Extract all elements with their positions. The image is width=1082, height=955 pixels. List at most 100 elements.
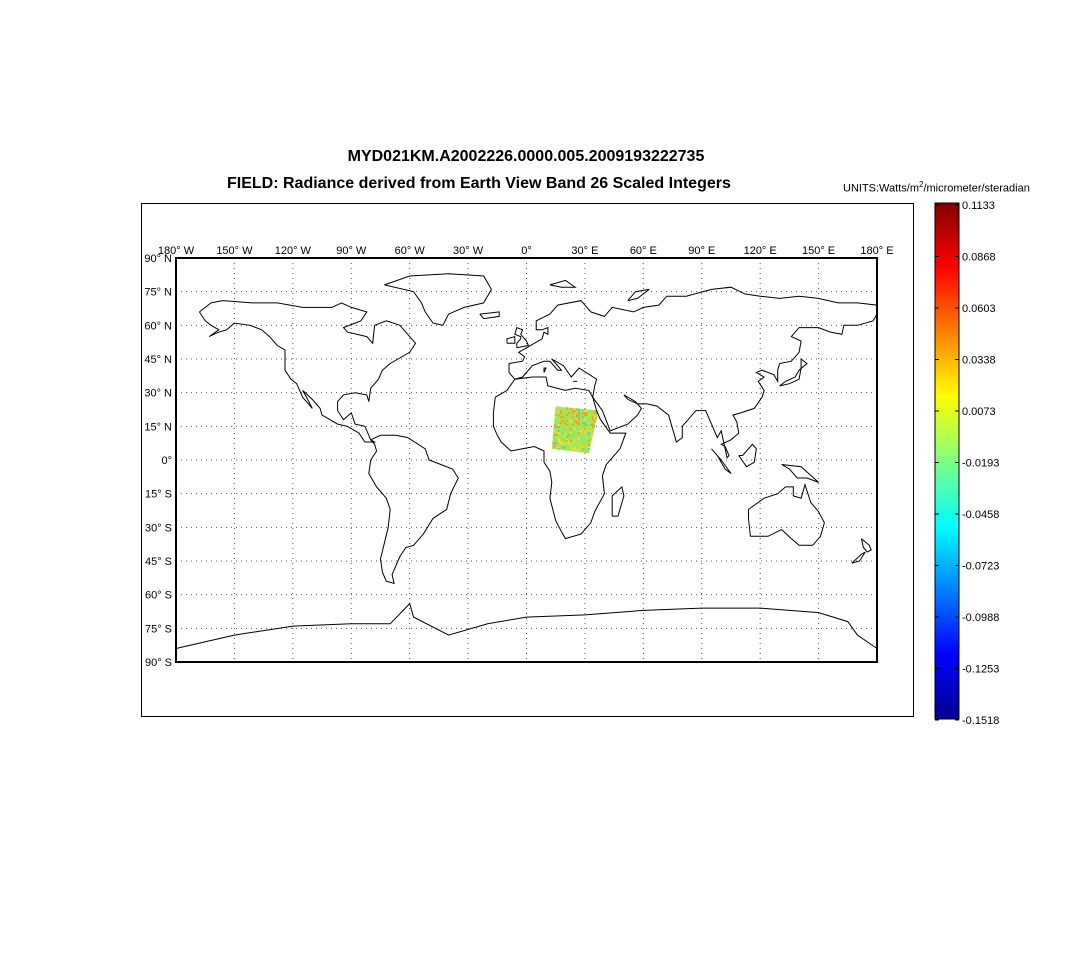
swath-pixel	[563, 422, 566, 425]
swath-pixel	[583, 424, 586, 427]
coastlines	[175, 273, 878, 649]
swath-pixel	[575, 416, 578, 419]
latitude-labels: 90° N 75° N 60° N 45° N 30° N 15° N 0° 15° S 30°…	[144, 253, 172, 669]
swath-pixel	[567, 452, 570, 454]
swath-pixel	[551, 428, 554, 431]
swath-pixel	[563, 432, 566, 435]
swath-pixel	[593, 430, 596, 433]
swath-pixel	[573, 414, 576, 417]
coastline	[384, 273, 492, 326]
swath-pixel	[589, 408, 592, 411]
swath-pixel	[567, 434, 570, 437]
swath-pixel	[597, 452, 599, 454]
swath-pixel	[561, 450, 564, 453]
lon-tick-label: 180° W	[158, 245, 195, 257]
swath-pixel	[557, 446, 560, 449]
lon-tick-label: 120° W	[275, 245, 312, 257]
swath-pixel	[557, 432, 560, 435]
swath-pixel	[587, 448, 590, 451]
swath-pixel	[579, 432, 582, 435]
swath-pixel	[585, 436, 588, 439]
coastline	[748, 482, 825, 546]
swath-pixel	[573, 438, 576, 441]
lat-tick-label: 0°	[161, 455, 172, 467]
swath-pixel	[559, 422, 562, 425]
swath-pixel	[589, 422, 592, 425]
swath-pixel	[559, 434, 562, 437]
swath-pixel	[597, 434, 599, 437]
swath-pixel	[583, 418, 586, 421]
lon-tick-label: 0°	[521, 245, 532, 257]
swath-pixel	[589, 426, 592, 429]
swath-pixel	[573, 408, 576, 411]
map-frame	[141, 203, 914, 717]
swath-pixel	[559, 412, 562, 415]
swath-pixel	[571, 412, 574, 415]
lon-tick-label: 90° E	[688, 245, 715, 257]
swath-pixel	[591, 418, 594, 421]
swath-pixel	[591, 424, 594, 427]
swath-pixel	[575, 450, 578, 453]
coastline	[198, 300, 417, 443]
swath-pixel	[585, 448, 588, 451]
swath-pixel	[595, 452, 598, 454]
swath-pixel	[563, 450, 566, 453]
coastline	[781, 464, 819, 483]
swath-pixel	[553, 416, 556, 419]
swath-pixel	[575, 422, 578, 425]
swath-pixel	[565, 424, 568, 427]
swath-pixel	[559, 440, 562, 443]
coastline	[549, 279, 577, 288]
units-superscript: 2	[918, 180, 924, 189]
swath-pixel	[573, 420, 576, 423]
coastline	[368, 434, 459, 585]
swath-pixel	[581, 446, 584, 449]
swath-pixel	[595, 416, 598, 419]
swath-pixel	[591, 408, 594, 411]
coastline	[779, 357, 808, 387]
swath-pixel	[593, 420, 596, 423]
swath-pixel	[579, 428, 582, 431]
coastline	[479, 311, 500, 320]
swath-pixel	[565, 422, 568, 425]
swath-pixel	[555, 422, 558, 425]
coastline	[543, 367, 547, 373]
swath-pixel	[589, 442, 592, 445]
swath-pixel	[555, 424, 558, 427]
swath-pixel	[573, 410, 576, 413]
swath-pixel	[589, 424, 592, 427]
swath-pixel	[577, 424, 580, 427]
colorbar-tick-label: -0.1253	[962, 664, 999, 676]
swath-pixel	[581, 416, 584, 419]
swath-pixel	[557, 424, 560, 427]
lat-tick-label: 30° S	[145, 522, 172, 534]
coastline	[711, 448, 732, 474]
swath-pixel	[587, 444, 590, 447]
map-title: MYD021KM.A2002226.0000.005.2009193222735	[347, 148, 705, 165]
lat-tick-label: 45° S	[145, 556, 172, 568]
swath-pixel	[571, 426, 574, 429]
swath-pixel	[571, 442, 574, 445]
swath-pixel	[553, 430, 556, 433]
swath-pixel	[553, 434, 556, 437]
swath-pixel	[557, 414, 560, 417]
colorbar-tick-label: 0.1133	[962, 200, 995, 212]
swath-pixel	[565, 440, 568, 443]
swath-pixel	[557, 440, 560, 443]
lat-tick-label: 90° S	[145, 657, 172, 669]
swath-pixel	[571, 416, 574, 419]
swath-pixel	[577, 444, 580, 447]
swath-pixel	[581, 428, 584, 431]
swath-pixel	[561, 420, 564, 423]
swath-pixel	[587, 430, 590, 433]
lat-tick-label: 15° N	[144, 421, 172, 433]
swath-pixel	[595, 412, 598, 415]
lat-tick-label: 60° S	[145, 590, 172, 602]
swath-pixel	[585, 410, 588, 413]
colorbar-tick-label: 0.0868	[962, 252, 996, 264]
swath-pixel	[575, 436, 578, 439]
swath-pixel	[571, 448, 574, 451]
swath-pixel	[559, 410, 562, 413]
swath-pixel	[589, 438, 592, 441]
